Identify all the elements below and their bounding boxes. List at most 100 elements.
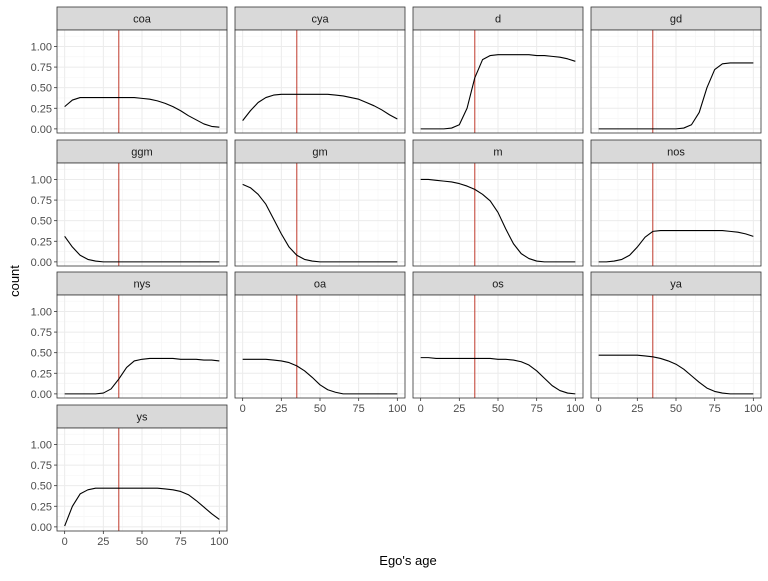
panel-grid (591, 295, 761, 398)
series-line-nos (598, 230, 754, 263)
y-tick-label: 1.00 (31, 41, 52, 53)
facet-panel-oa: oa 0 25 50 75 100 (234, 271, 407, 415)
series-line-d (420, 54, 576, 130)
facet-panel-nos: nos (590, 139, 762, 267)
panel-border (590, 162, 762, 267)
panel-border (412, 162, 584, 267)
series-line-ggm (64, 236, 220, 263)
panel-border (56, 29, 228, 134)
panel-grid (591, 30, 761, 133)
panel-border (234, 162, 406, 267)
y-tick-label: 0.75 (31, 62, 52, 74)
x-tick-label: 25 (453, 403, 465, 415)
y-tick-label: 0.25 (31, 501, 52, 513)
series-line-os (420, 357, 576, 395)
x-tick-label: 0 (418, 403, 424, 415)
facet-strip-label: ya (670, 279, 683, 291)
series-line-m (420, 178, 576, 263)
panel-grid (57, 163, 227, 266)
facet-panel-coa: coa 0.00 0.25 0.50 0.75 1.00 (31, 6, 228, 136)
panel-grid (57, 428, 227, 531)
facet-panel-m: m (412, 139, 584, 267)
facet-panel-gm: gm (234, 139, 406, 267)
x-tick-label: 75 (175, 536, 187, 548)
x-tick-label: 75 (709, 403, 721, 415)
series-line-ys (64, 487, 220, 527)
facet-strip-label: nys (133, 279, 151, 291)
series-line-nys (64, 357, 220, 395)
x-tick-label: 100 (566, 403, 584, 415)
panel-border (56, 162, 228, 267)
panel-border (56, 294, 228, 399)
facet-strip-label: gm (312, 147, 327, 159)
x-tick-label: 100 (210, 536, 228, 548)
panel-grid (413, 295, 583, 398)
y-tick-label: 0.00 (31, 522, 52, 534)
facet-strip-label: coa (133, 14, 152, 26)
x-tick-label: 25 (275, 403, 287, 415)
y-tick-label: 0.25 (31, 368, 52, 380)
y-tick-label: 0.50 (31, 481, 52, 493)
facet-panel-ya: ya 0 25 50 75 100 (590, 271, 763, 415)
y-tick-label: 0.25 (31, 103, 52, 115)
x-tick-label: 0 (596, 403, 602, 415)
facet-strip-label: ggm (131, 147, 152, 159)
facet-panels: coa 0.00 0.25 0.50 0.75 1.00 cya d gd ggm 0.00 0.25… (31, 6, 763, 548)
series-line-coa (64, 97, 220, 128)
x-tick-label: 100 (744, 403, 762, 415)
y-tick-label: 0.75 (31, 195, 52, 207)
x-tick-label: 50 (314, 403, 326, 415)
facet-panel-ggm: ggm 0.00 0.25 0.50 0.75 1.00 (31, 139, 228, 269)
series-line-ya (598, 354, 754, 395)
facet-strip-label: ys (137, 412, 149, 424)
facet-panel-ys: ys 0.00 0.25 0.50 0.75 1.00 0 25 50 75 100 (31, 404, 229, 548)
facet-strip-label: cya (311, 14, 329, 26)
panel-grid (413, 30, 583, 133)
panel-grid (413, 163, 583, 266)
y-tick-label: 1.00 (31, 174, 52, 186)
x-tick-label: 75 (353, 403, 365, 415)
x-tick-label: 75 (531, 403, 543, 415)
y-tick-label: 0.25 (31, 236, 52, 248)
x-tick-label: 0 (240, 403, 246, 415)
facet-panel-nys: nys 0.00 0.25 0.50 0.75 1.00 (31, 271, 228, 401)
panel-grid (235, 295, 405, 398)
series-line-cya (242, 93, 398, 121)
facet-panel-d: d (412, 6, 584, 134)
x-tick-label: 50 (492, 403, 504, 415)
y-axis-title: count (7, 265, 22, 297)
series-line-gd (598, 62, 754, 130)
x-tick-label: 0 (62, 536, 68, 548)
facet-strip-label: d (495, 14, 501, 26)
facet-panel-gd: gd (590, 6, 762, 134)
panel-grid (591, 163, 761, 266)
series-line-oa (242, 358, 398, 395)
y-tick-label: 0.00 (31, 124, 52, 136)
panel-grid (235, 30, 405, 133)
facet-panel-os: os 0 25 50 75 100 (412, 271, 585, 415)
series-line-gm (242, 183, 398, 263)
facet-strip-label: nos (667, 147, 685, 159)
x-tick-label: 25 (631, 403, 643, 415)
facet-strip-label: gd (670, 14, 682, 26)
x-tick-label: 25 (97, 536, 109, 548)
y-tick-label: 0.75 (31, 460, 52, 472)
panel-grid (235, 163, 405, 266)
facet-strip-label: m (493, 147, 502, 159)
y-tick-label: 0.00 (31, 257, 52, 269)
y-tick-label: 1.00 (31, 439, 52, 451)
facet-strip-label: oa (314, 279, 327, 291)
y-tick-label: 0.75 (31, 327, 52, 339)
x-axis-title: Ego's age (379, 553, 436, 568)
x-tick-label: 100 (388, 403, 406, 415)
y-tick-label: 0.50 (31, 83, 52, 95)
y-tick-label: 0.00 (31, 389, 52, 401)
x-tick-label: 50 (670, 403, 682, 415)
x-tick-label: 50 (136, 536, 148, 548)
panel-border (412, 29, 584, 134)
y-tick-label: 0.50 (31, 348, 52, 360)
facet-panel-cya: cya (234, 6, 406, 134)
panel-border (234, 29, 406, 134)
panel-border (590, 29, 762, 134)
